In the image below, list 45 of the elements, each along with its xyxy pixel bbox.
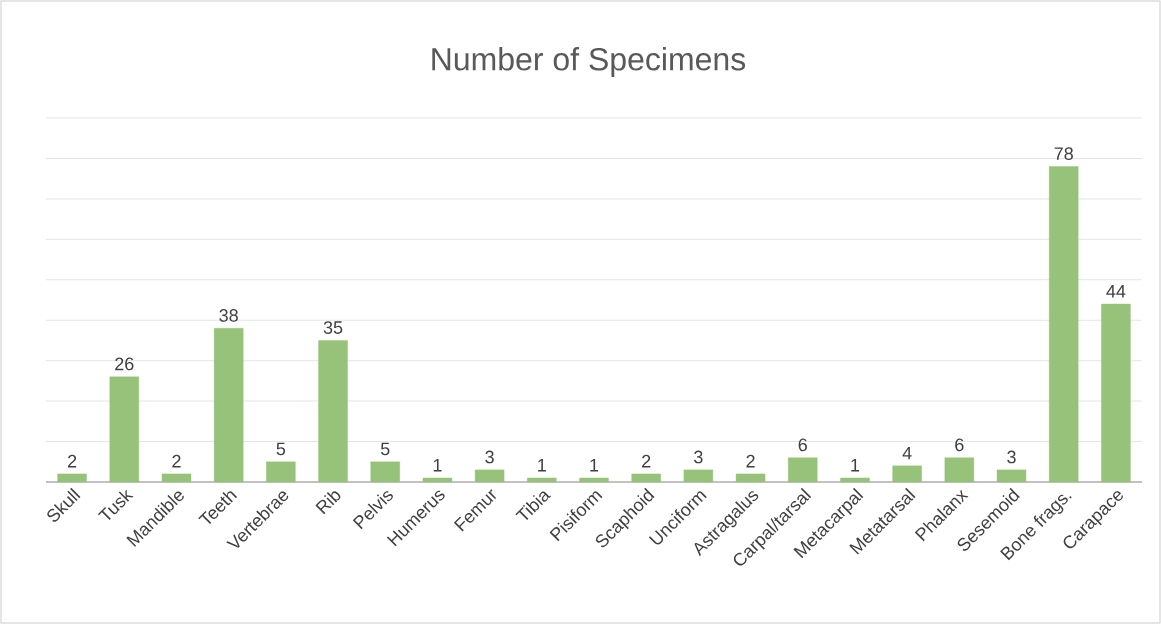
data-label: 2 — [172, 454, 181, 468]
data-label: 3 — [1007, 450, 1016, 464]
bar — [579, 477, 609, 483]
bar — [370, 461, 400, 483]
bar — [527, 477, 557, 483]
data-label: 1 — [433, 459, 442, 472]
data-label: 35 — [323, 321, 343, 334]
data-label: 6 — [798, 438, 807, 452]
data-label: 44 — [1106, 285, 1126, 298]
bar — [631, 473, 661, 483]
bar — [735, 473, 766, 483]
bar — [213, 328, 244, 483]
chart-title: Number of Specimens — [432, 47, 746, 77]
bar — [944, 457, 975, 483]
data-label: 3 — [485, 450, 494, 464]
bar — [788, 457, 818, 483]
bar — [474, 469, 505, 483]
bar — [57, 473, 87, 483]
data-label: 2 — [68, 454, 77, 468]
data-label: 6 — [955, 438, 964, 452]
data-label: 1 — [538, 459, 546, 472]
data-label: 1 — [851, 459, 860, 472]
bar — [109, 376, 139, 483]
bar — [266, 461, 296, 483]
data-label: 38 — [219, 309, 238, 322]
data-label: 2 — [746, 454, 755, 468]
bar — [996, 469, 1027, 483]
bar — [422, 477, 453, 483]
data-label: 5 — [380, 442, 390, 456]
bar — [840, 477, 870, 483]
data-label: 2 — [642, 454, 651, 468]
bar — [318, 340, 348, 483]
data-label: 1 — [590, 459, 599, 472]
data-label: 4 — [902, 446, 912, 460]
x-tick-label: Rib — [315, 491, 341, 515]
bar — [161, 473, 192, 483]
bar — [892, 465, 922, 483]
bar — [683, 469, 714, 483]
bar — [1101, 303, 1131, 483]
data-label: 78 — [1054, 147, 1073, 160]
data-label: 26 — [115, 357, 134, 371]
data-label: 3 — [694, 450, 703, 464]
data-label: 5 — [276, 442, 286, 456]
x-tick-label: Tibia — [515, 491, 551, 521]
bar — [1049, 166, 1079, 483]
